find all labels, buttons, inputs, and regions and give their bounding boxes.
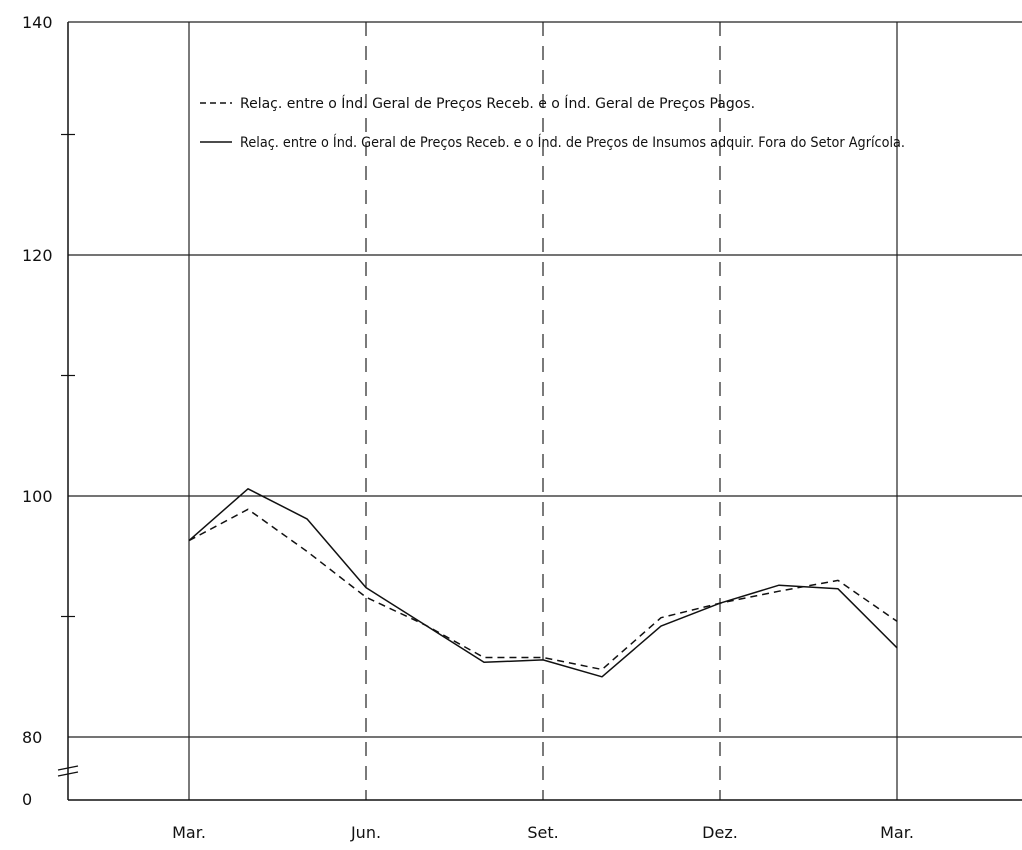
y-tick-label-3: 120 xyxy=(22,246,53,265)
axis-break-mark xyxy=(57,765,79,777)
legend-label-series-1: Relaç. entre o Índ. Geral de Preços Rece… xyxy=(240,95,755,112)
x-tick-label-4: Mar. xyxy=(880,823,914,842)
series-line-2 xyxy=(188,488,898,678)
legend-label-series-2: Relaç. entre o Índ. Geral de Preços Rece… xyxy=(240,134,905,151)
y-tick-label-2: 100 xyxy=(22,487,53,506)
series-line-1 xyxy=(188,508,898,671)
y-tick-label-1: 80 xyxy=(22,728,42,747)
x-tick-label-3: Dez. xyxy=(702,823,738,842)
y-tick-label-0: 0 xyxy=(22,790,32,809)
series-lines xyxy=(188,488,898,678)
x-tick-label-2: Set. xyxy=(527,823,558,842)
x-tick-label-0: Mar. xyxy=(172,823,206,842)
y-tick-label-4: 140 xyxy=(22,13,53,32)
x-tick-label-1: Jun. xyxy=(350,823,381,842)
legend: Relaç. entre o Índ. Geral de Preços Rece… xyxy=(200,95,905,151)
axes: 0 80 100 120 140 Mar. Jun. Set. Dez. Mar. xyxy=(22,13,1022,842)
grid xyxy=(68,22,1022,800)
